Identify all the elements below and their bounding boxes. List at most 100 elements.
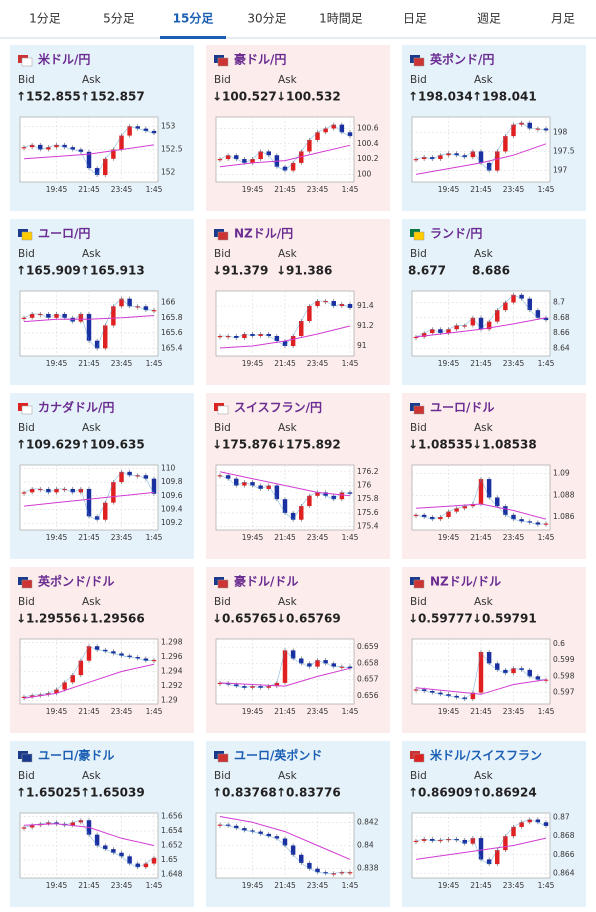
candle: [151, 659, 157, 662]
card-title[interactable]: NZドル/円: [234, 227, 293, 241]
bid-label: Bid: [18, 248, 35, 260]
candle: [446, 694, 451, 696]
candle: [438, 839, 443, 842]
candle: [347, 872, 353, 874]
candle: [86, 313, 92, 341]
x-tick-label: 19:45: [438, 185, 460, 194]
candle: [454, 839, 459, 841]
flag: [413, 405, 425, 415]
tab[interactable]: 5分足: [103, 12, 135, 26]
x-tick-label: 1:45: [538, 359, 555, 368]
candle: [511, 294, 516, 303]
candle: [462, 697, 467, 700]
candle: [29, 313, 35, 318]
card-title[interactable]: ランド/円: [430, 227, 482, 241]
candle: [503, 136, 508, 152]
tab[interactable]: 15分足: [173, 11, 214, 26]
card-title[interactable]: カナダドル/円: [38, 400, 114, 415]
candle: [307, 306, 312, 321]
tab[interactable]: 1時間足: [319, 12, 363, 26]
candle: [119, 298, 124, 307]
tab[interactable]: 30分足: [247, 12, 286, 26]
card-title[interactable]: 米ドル/円: [38, 52, 90, 67]
card-title[interactable]: 英ポンド/円: [430, 52, 494, 67]
card-title[interactable]: スイスフラン/円: [234, 401, 322, 415]
candle: [38, 488, 43, 491]
candle: [315, 492, 320, 496]
y-tick-label: 8.68: [553, 313, 570, 322]
candle: [127, 471, 132, 476]
tab[interactable]: 週足: [477, 12, 501, 26]
x-tick-label: 23:45: [503, 881, 525, 890]
candle: [478, 479, 484, 504]
candle: [38, 313, 43, 316]
bid-label: Bid: [18, 770, 35, 782]
y-tick-label: 109.2: [161, 518, 183, 527]
candle: [503, 506, 508, 515]
candle: [323, 301, 328, 303]
candle: [413, 689, 419, 691]
x-tick-label: 21:45: [78, 881, 100, 890]
candle: [470, 151, 476, 158]
candle: [323, 872, 328, 874]
tab[interactable]: 日足: [403, 12, 427, 26]
y-tick-label: 166: [161, 297, 176, 306]
candle: [503, 669, 508, 674]
candle: [527, 122, 532, 129]
bid-label: Bid: [214, 770, 231, 782]
card-title[interactable]: 米ドル/スイスフラン: [430, 748, 542, 763]
flag: [413, 579, 425, 589]
candle: [307, 495, 312, 507]
card-title[interactable]: 豪ドル/円: [234, 52, 286, 67]
candle: [462, 155, 467, 158]
card-title[interactable]: ユーロ/英ポンド: [234, 748, 322, 763]
bid-label: Bid: [410, 596, 427, 608]
candle: [519, 519, 524, 522]
x-tick-label: 23:45: [307, 881, 329, 890]
candle: [282, 166, 288, 171]
candle: [234, 155, 239, 160]
candle: [307, 663, 312, 667]
card-title[interactable]: ユーロ/豪ドル: [38, 748, 114, 763]
x-tick-label: 1:45: [538, 185, 555, 194]
candle: [323, 492, 328, 496]
y-tick-label: 0.84: [357, 841, 374, 850]
candle: [38, 144, 43, 150]
tab[interactable]: 月足: [551, 12, 575, 26]
card-title[interactable]: 豪ドル/ドル: [234, 574, 298, 589]
y-tick-label: 91.2: [357, 321, 374, 330]
candle: [446, 329, 451, 334]
candle: [543, 317, 549, 321]
y-tick-label: 110: [161, 463, 176, 472]
close-line: [219, 649, 351, 689]
card-title[interactable]: ユーロ/円: [38, 227, 90, 241]
bid-label: Bid: [410, 248, 427, 260]
tab[interactable]: 1分足: [29, 12, 61, 26]
bid-value: ↑0.86909: [408, 786, 473, 800]
candle: [103, 502, 108, 520]
candle: [111, 306, 116, 326]
card-title[interactable]: NZドル/ドル: [430, 575, 501, 589]
candle: [258, 334, 263, 336]
bid-label: Bid: [410, 770, 427, 782]
card-title[interactable]: 英ポンド/ドル: [38, 574, 114, 589]
candle: [135, 306, 140, 308]
card-title[interactable]: ユーロ/ドル: [430, 401, 494, 415]
flag: [21, 231, 33, 241]
candle: [438, 692, 443, 695]
